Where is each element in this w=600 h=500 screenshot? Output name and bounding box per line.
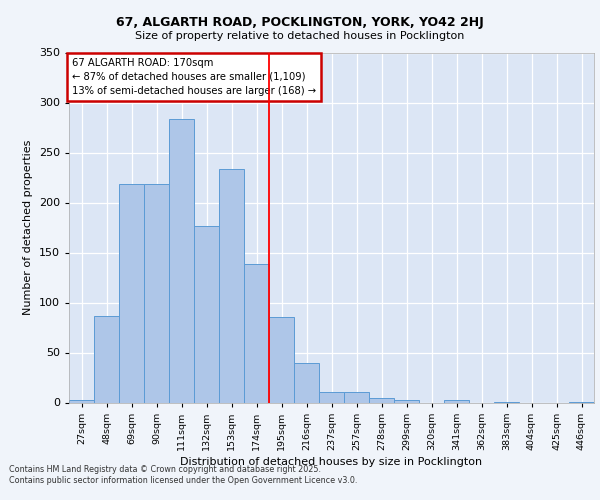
Y-axis label: Number of detached properties: Number of detached properties [23,140,33,315]
Bar [119,184,144,402]
Bar [294,362,319,403]
Bar [194,226,219,402]
Bar [369,398,394,402]
Bar [269,316,294,402]
Bar [344,392,369,402]
Bar [319,392,344,402]
X-axis label: Distribution of detached houses by size in Pocklington: Distribution of detached houses by size … [181,457,482,467]
Text: 67, ALGARTH ROAD, POCKLINGTON, YORK, YO42 2HJ: 67, ALGARTH ROAD, POCKLINGTON, YORK, YO4… [116,16,484,29]
Bar [244,264,269,402]
Bar [94,316,119,402]
Text: Size of property relative to detached houses in Pocklington: Size of property relative to detached ho… [136,31,464,41]
Text: 67 ALGARTH ROAD: 170sqm
← 87% of detached houses are smaller (1,109)
13% of semi: 67 ALGARTH ROAD: 170sqm ← 87% of detache… [71,58,316,96]
Bar [219,168,244,402]
Bar [444,400,469,402]
Text: Contains HM Land Registry data © Crown copyright and database right 2025.: Contains HM Land Registry data © Crown c… [9,465,321,474]
Bar [144,184,169,402]
Bar [169,118,194,403]
Text: Contains public sector information licensed under the Open Government Licence v3: Contains public sector information licen… [9,476,358,485]
Bar [69,400,94,402]
Bar [394,400,419,402]
